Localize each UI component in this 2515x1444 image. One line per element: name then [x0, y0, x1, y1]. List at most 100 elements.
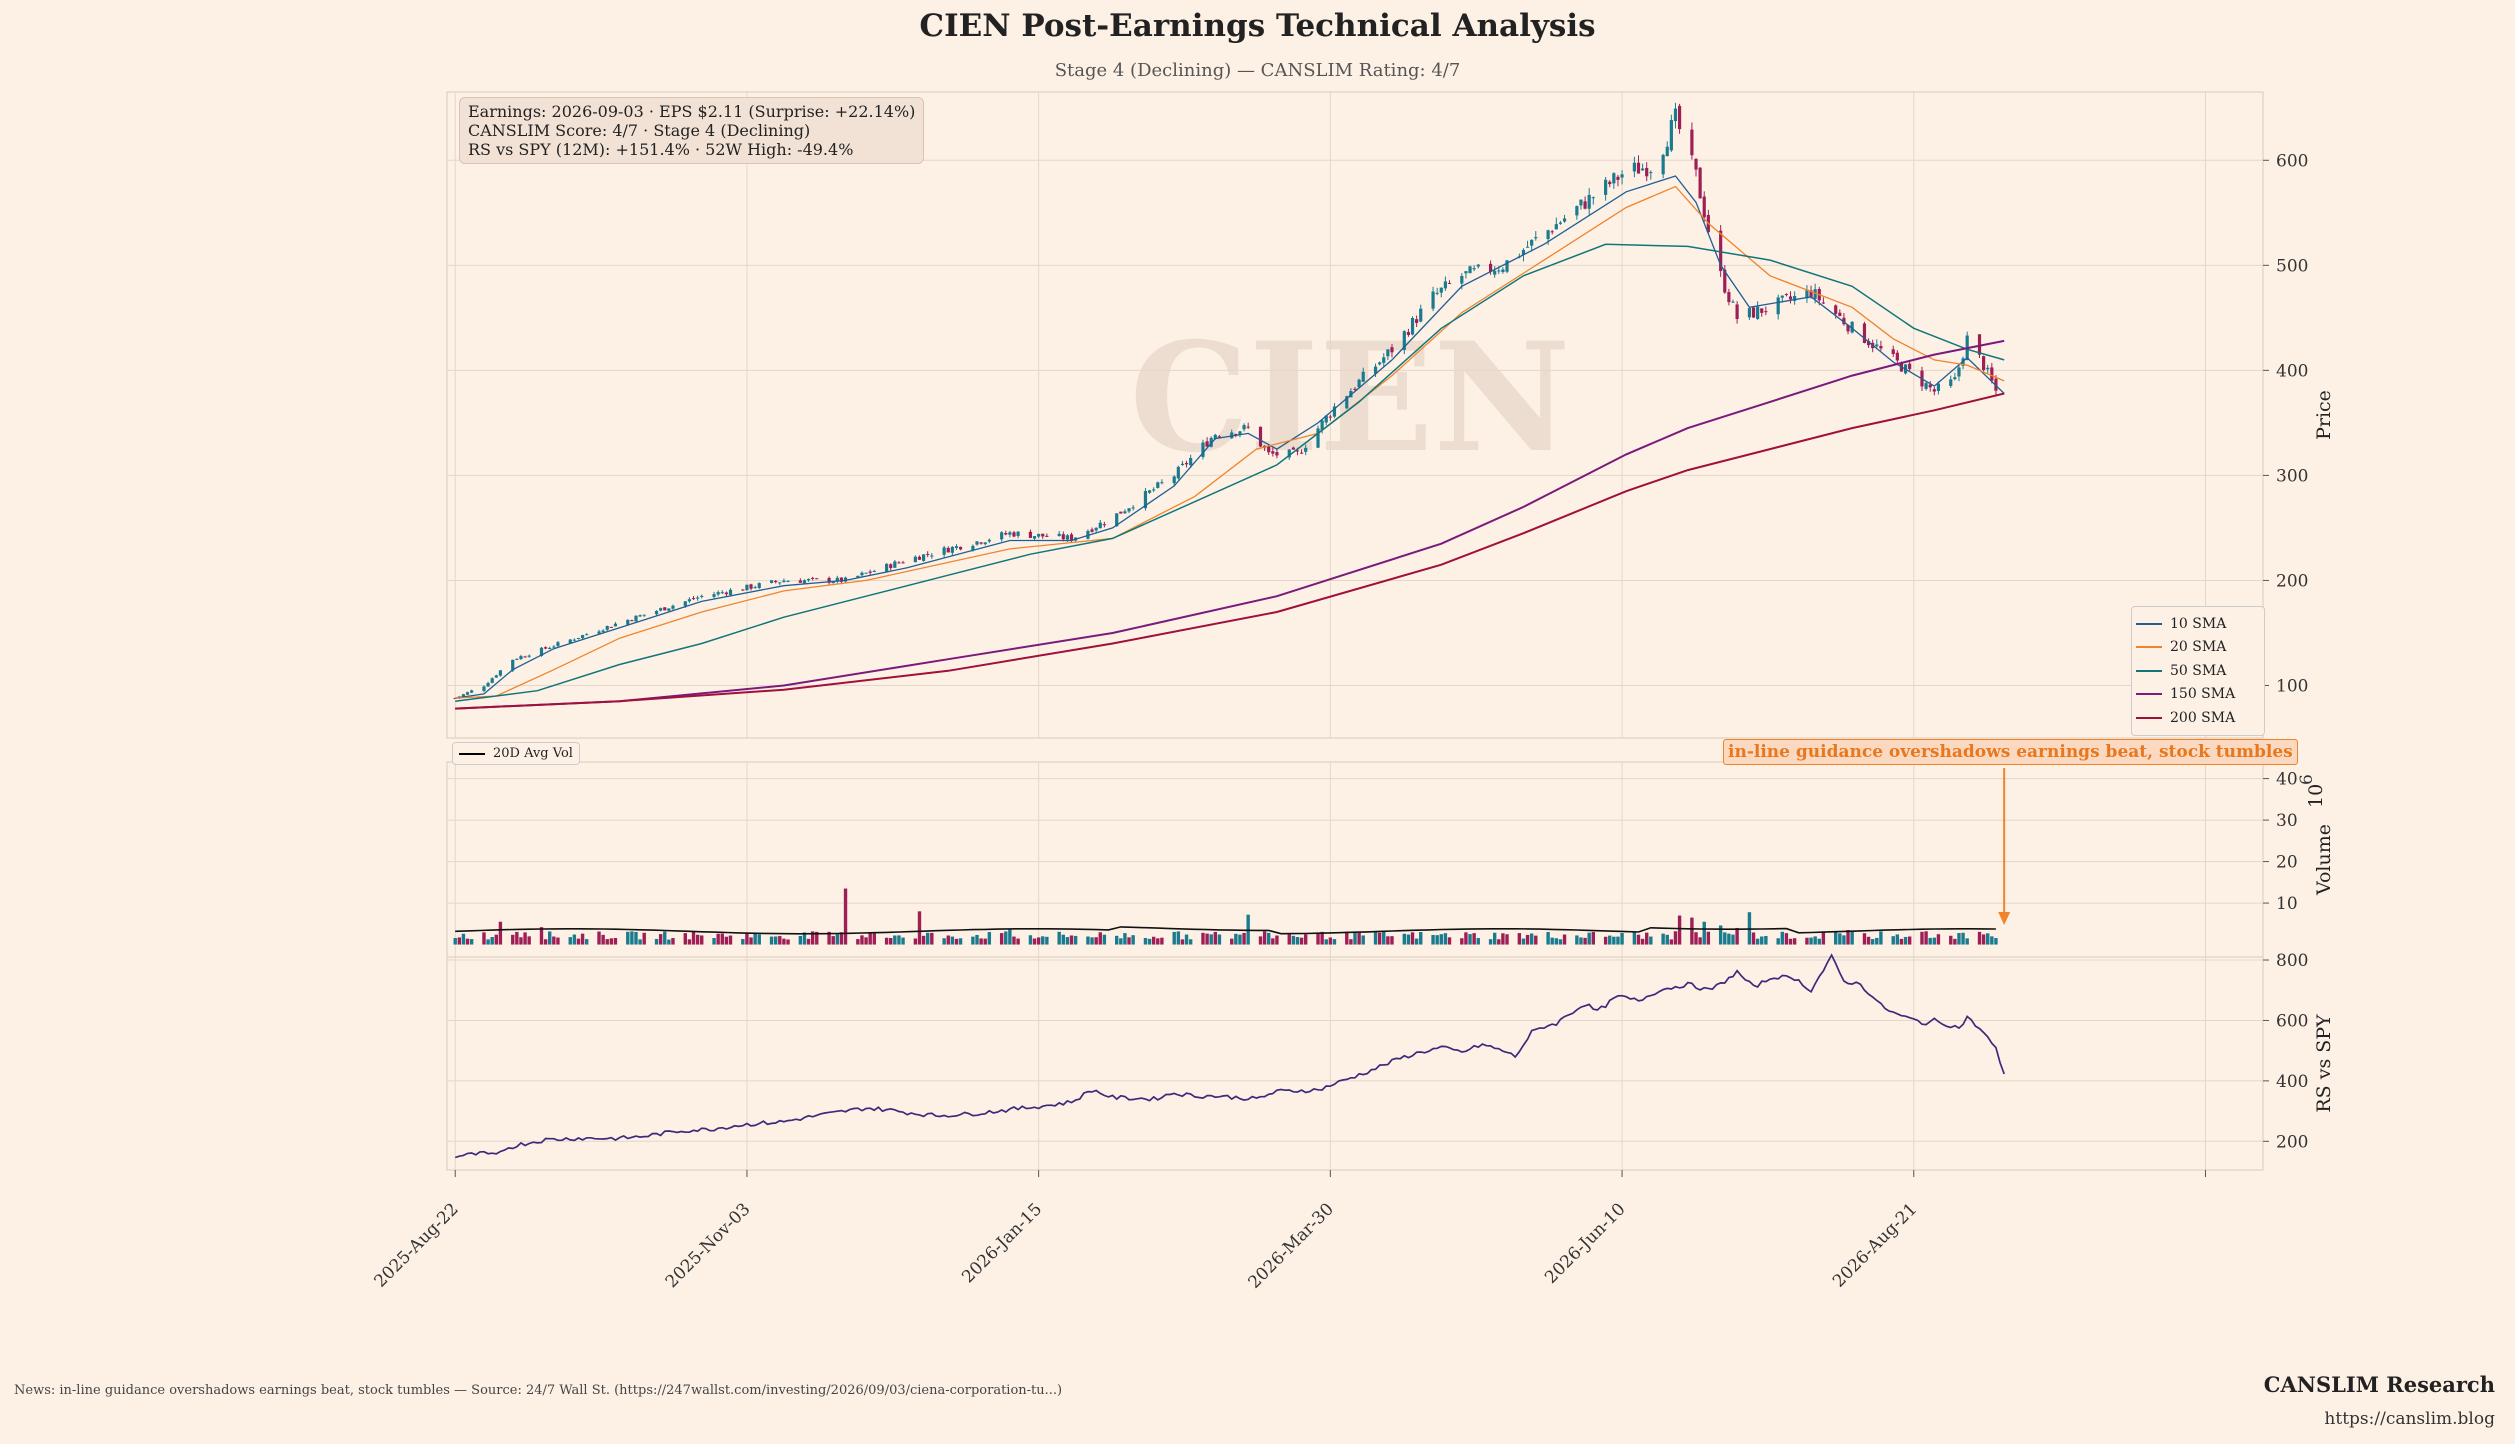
- candle-body: [1045, 535, 1049, 537]
- candle-body: [831, 581, 835, 584]
- candle: [1932, 386, 1936, 396]
- candle: [1410, 316, 1415, 336]
- candle-body: [745, 584, 749, 591]
- x-tick-label: 2026-Mar-30: [1245, 1199, 1338, 1292]
- candle: [1184, 460, 1189, 468]
- volume-bar: [1419, 932, 1423, 945]
- candle-body: [1521, 249, 1526, 255]
- volume-bar: [638, 939, 642, 945]
- candle-body: [1016, 531, 1020, 536]
- candle-body: [864, 572, 868, 574]
- volume-bar: [1316, 933, 1320, 945]
- volume-bar: [609, 938, 614, 945]
- candle-body: [926, 553, 930, 555]
- candle-body: [1891, 349, 1895, 355]
- candle: [1702, 191, 1706, 223]
- candle-body: [753, 587, 757, 589]
- volume-legend: 20D Avg Vol: [452, 742, 580, 765]
- candle: [1320, 419, 1324, 434]
- volume-bar: [548, 931, 552, 945]
- candle-body: [1677, 105, 1682, 130]
- legend-label-sma50: 50 SMA: [2170, 662, 2227, 679]
- candle-body: [1932, 389, 1936, 392]
- volume-bar: [1554, 938, 1559, 945]
- candle: [634, 615, 638, 622]
- volume-bar: [1575, 935, 1579, 945]
- candle-body: [1291, 447, 1295, 450]
- candle-body: [630, 620, 634, 622]
- candle: [515, 658, 519, 660]
- candle-body: [1152, 489, 1156, 491]
- candle-body: [1702, 196, 1706, 218]
- volume-bar: [453, 938, 457, 945]
- volume-bar: [1201, 932, 1205, 945]
- volume-bar: [1086, 936, 1090, 945]
- volume-bar: [1127, 937, 1131, 945]
- candle: [1891, 345, 1895, 357]
- candle-body: [527, 655, 531, 657]
- candle: [749, 583, 753, 591]
- volume-bar: [572, 934, 577, 945]
- candle: [1534, 231, 1538, 241]
- volume-bar: [1603, 936, 1608, 945]
- candle: [1850, 321, 1854, 334]
- x-tick-label: 2025-Aug-22: [370, 1199, 462, 1291]
- candle-body: [868, 571, 872, 573]
- candle: [885, 563, 889, 573]
- candle: [1258, 426, 1263, 448]
- candle: [576, 637, 581, 640]
- candle-body: [749, 584, 753, 589]
- candle-body: [691, 598, 696, 600]
- candle: [1793, 291, 1797, 305]
- brand-url[interactable]: https://canslim.blog: [2324, 1409, 2495, 1429]
- volume-bar: [1172, 931, 1176, 945]
- volume-scale-label: 10: [2305, 784, 2327, 808]
- candle: [1415, 315, 1419, 327]
- candle: [687, 597, 692, 603]
- candle-body: [946, 548, 950, 553]
- volume-bar: [1957, 932, 1961, 945]
- candle-body: [1497, 270, 1501, 272]
- volume-bar: [1016, 938, 1020, 945]
- rs-y-tick-label: 200: [2276, 1132, 2308, 1152]
- candle: [1012, 530, 1016, 538]
- candle: [1406, 328, 1411, 337]
- candle-body: [1271, 451, 1275, 454]
- volume-bar: [1702, 921, 1706, 945]
- volume-bar: [1903, 936, 1908, 945]
- candle: [1468, 265, 1472, 274]
- candle: [465, 691, 470, 695]
- candle-body: [1402, 331, 1406, 350]
- volume-bar: [860, 935, 864, 945]
- candle: [1176, 465, 1180, 480]
- candle-body: [774, 580, 778, 583]
- volume-bar: [1090, 937, 1094, 945]
- candle-body: [1620, 174, 1624, 178]
- candle: [1419, 304, 1423, 323]
- volume-bar: [712, 938, 716, 945]
- candle-body: [1669, 120, 1673, 151]
- candle-body: [921, 554, 926, 561]
- legend-item-sma20: 20 SMA: [2136, 636, 2260, 660]
- volume-bar: [1735, 927, 1739, 945]
- legend-swatch-sma200: [2136, 716, 2162, 719]
- candle-body: [1098, 522, 1102, 529]
- volume-bar: [1558, 939, 1563, 945]
- candle-body: [1406, 332, 1411, 335]
- candle: [1751, 306, 1756, 318]
- volume-bar: [1123, 933, 1127, 945]
- volume-bar: [946, 935, 950, 945]
- candle-body: [971, 545, 975, 551]
- candle-body: [1982, 356, 1986, 371]
- candle: [1677, 103, 1682, 134]
- candle: [556, 640, 560, 648]
- candle: [1735, 301, 1739, 324]
- price-y-tick-label: 500: [2276, 256, 2308, 276]
- volume-bar: [683, 933, 687, 945]
- volume-bar: [999, 933, 1004, 945]
- candle: [1299, 449, 1304, 454]
- candle-body: [1530, 239, 1534, 246]
- candle-body: [983, 542, 987, 545]
- candle: [1357, 378, 1361, 388]
- candle-body: [1328, 416, 1332, 418]
